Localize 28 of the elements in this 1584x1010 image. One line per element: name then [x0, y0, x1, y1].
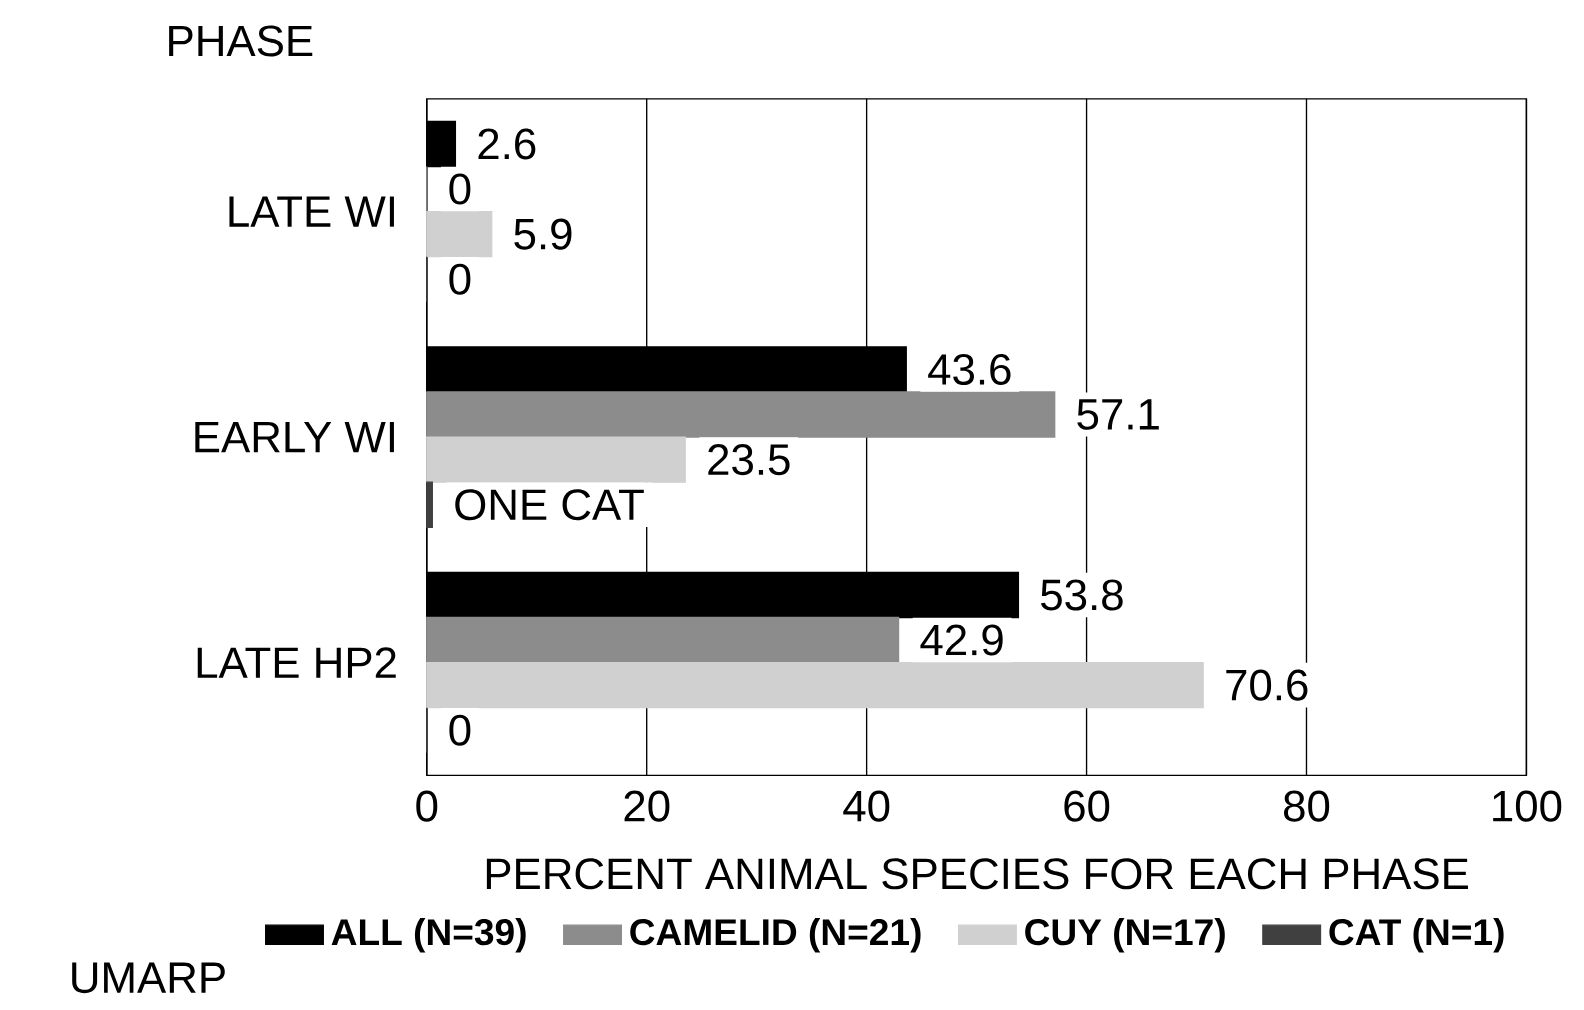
data-label: 70.6	[1226, 669, 1308, 701]
y-tick-label: EARLY WI	[195, 421, 394, 452]
data-label: 0	[449, 173, 471, 205]
data-label: 23.5	[708, 443, 790, 475]
y-axis-title: PHASE	[169, 25, 313, 57]
legend-label: CUY (N=17)	[1025, 917, 1225, 953]
y-tick-label: LATE HP2	[197, 647, 396, 678]
x-tick-label: 100	[1493, 790, 1562, 822]
data-label: 0	[449, 263, 471, 295]
legend-label: ALL (N=39)	[331, 917, 526, 953]
data-label: 0	[449, 714, 471, 746]
data-label: 53.8	[1041, 579, 1123, 611]
x-axis-title: PERCENT ANIMAL SPECIES FOR EACH PHASE	[486, 858, 1468, 890]
data-label: 2.6	[478, 128, 536, 160]
x-tick-label: 40	[843, 790, 890, 822]
x-tick-label: 80	[1284, 790, 1330, 822]
y-tick-label: LATE WI	[229, 196, 394, 227]
data-label: 42.9	[920, 624, 1003, 656]
text: UMARP	[72, 962, 225, 993]
legend-label: CAMELID (N=21)	[630, 917, 921, 953]
data-label: 57.1	[1077, 399, 1159, 430]
data-label: ONE CAT	[455, 489, 644, 521]
data-label: 5.9	[514, 218, 572, 250]
x-tick-label: 0	[416, 790, 438, 822]
x-tick-label: 20	[624, 790, 670, 822]
data-label: 43.6	[928, 353, 1011, 385]
x-tick-label: 60	[1064, 790, 1110, 822]
legend-label: CAT (N=1)	[1329, 917, 1504, 953]
